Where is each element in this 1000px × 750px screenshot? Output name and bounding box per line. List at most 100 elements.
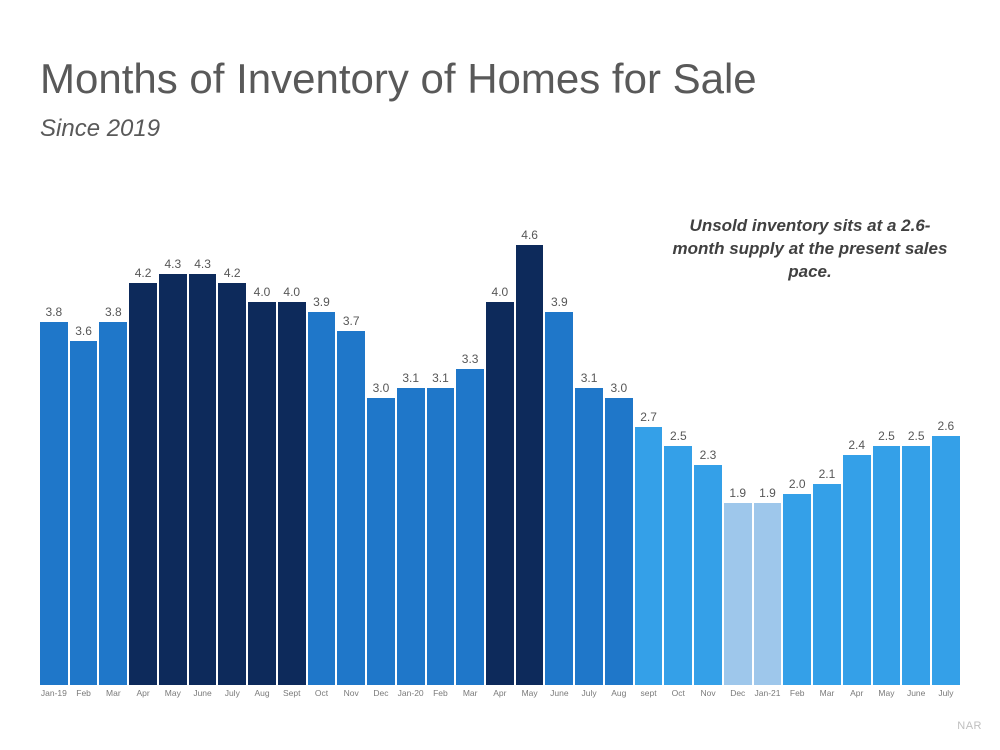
bar [575,388,603,685]
source-label: NAR [957,720,982,732]
bar-value-label: 3.8 [105,305,122,319]
bar-value-label: 2.7 [640,410,657,424]
bar-value-label: 4.3 [164,257,181,271]
bar [635,427,663,685]
x-axis: Jan-19FebMarAprMayJuneJulyAugSeptOctNovD… [40,688,960,698]
bar [694,465,722,685]
x-axis-label: Sept [278,688,306,698]
bar-value-label: 2.1 [819,467,836,481]
bar [783,494,811,685]
bar-value-label: 3.9 [313,295,330,309]
bar-value-label: 4.6 [521,228,538,242]
x-axis-label: Jan-20 [397,688,425,698]
bar-column: 3.0 [367,225,395,685]
x-axis-label: Jan-21 [754,688,782,698]
bar [159,274,187,685]
x-axis-label: July [575,688,603,698]
x-axis-label: Apr [486,688,514,698]
bar-value-label: 3.6 [75,324,92,338]
bar-value-label: 4.2 [135,266,152,280]
x-axis-label: Feb [70,688,98,698]
bar-column: 3.9 [308,225,336,685]
bar-column: 4.0 [248,225,276,685]
bar-value-label: 2.4 [848,438,865,452]
bar [308,312,336,685]
bar-value-label: 3.3 [462,352,479,366]
bar-value-label: 2.5 [878,429,895,443]
bar [664,446,692,685]
bar-value-label: 3.0 [610,381,627,395]
bar-value-label: 3.0 [373,381,390,395]
bar [248,302,276,685]
bar-value-label: 3.1 [402,371,419,385]
bar-value-label: 2.6 [938,419,955,433]
bar-column: 2.1 [813,225,841,685]
x-axis-label: May [516,688,544,698]
bar-value-label: 2.5 [670,429,687,443]
bar-column: 4.2 [129,225,157,685]
bar-column: 3.9 [545,225,573,685]
bar [397,388,425,685]
x-axis-label: Aug [248,688,276,698]
bar-column: 4.3 [189,225,217,685]
chart-subtitle: Since 2019 [40,115,160,143]
bar-column: 1.9 [754,225,782,685]
chart-title: Months of Inventory of Homes for Sale [40,55,757,103]
bar-value-label: 3.1 [581,371,598,385]
bar [873,446,901,685]
bar-value-label: 4.2 [224,266,241,280]
bar [754,503,782,685]
bar-value-label: 3.9 [551,295,568,309]
bar-column: 4.0 [278,225,306,685]
bar [486,302,514,685]
x-axis-label: Oct [308,688,336,698]
x-axis-label: Mar [99,688,127,698]
x-axis-label: Feb [783,688,811,698]
bar [427,388,455,685]
bar [70,341,98,685]
x-axis-label: Apr [843,688,871,698]
bar-column: 3.1 [397,225,425,685]
bar-column: 4.2 [218,225,246,685]
bar [516,245,544,685]
bar [278,302,306,685]
bar-column: 1.9 [724,225,752,685]
bar [724,503,752,685]
bar-column: 4.3 [159,225,187,685]
bar [902,446,930,685]
bar-value-label: 4.3 [194,257,211,271]
bar [129,283,157,685]
x-axis-label: Jan-19 [40,688,68,698]
x-axis-label: Oct [664,688,692,698]
x-axis-label: Aug [605,688,633,698]
bar [605,398,633,685]
x-axis-label: June [545,688,573,698]
bar-column: 2.6 [932,225,960,685]
bar [367,398,395,685]
bar-value-label: 3.8 [46,305,63,319]
bar [189,274,217,685]
x-axis-label: Mar [813,688,841,698]
x-axis-label: July [218,688,246,698]
bar-value-label: 4.0 [492,285,509,299]
bar-column: 2.7 [635,225,663,685]
x-axis-label: June [189,688,217,698]
x-axis-label: Apr [129,688,157,698]
bar [932,436,960,685]
bar-value-label: 3.7 [343,314,360,328]
bar-column: 3.6 [70,225,98,685]
bar [337,331,365,685]
bar-column: 2.4 [843,225,871,685]
bar [843,455,871,685]
bar-column: 3.3 [456,225,484,685]
bar-value-label: 1.9 [729,486,746,500]
bar-column: 2.5 [873,225,901,685]
bar-column: 3.1 [427,225,455,685]
bar [456,369,484,685]
x-axis-label: June [902,688,930,698]
bar-column: 2.5 [664,225,692,685]
x-axis-label: Feb [427,688,455,698]
bar-value-label: 4.0 [254,285,271,299]
x-axis-label: Dec [724,688,752,698]
bar-column: 3.8 [40,225,68,685]
